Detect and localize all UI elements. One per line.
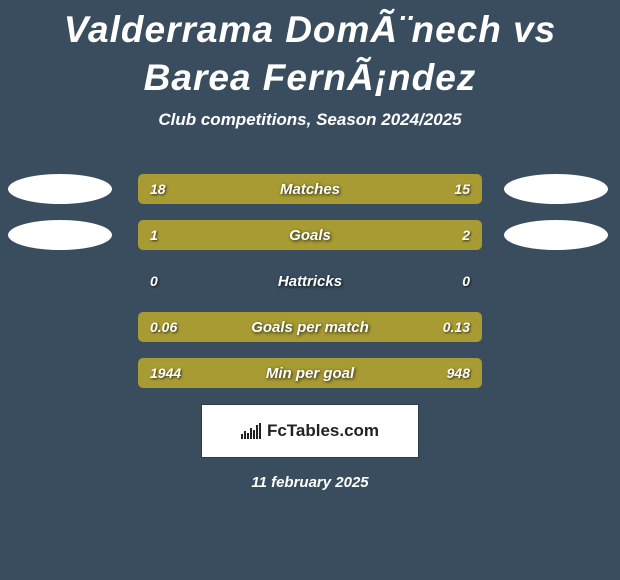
stat-label: Min per goal — [138, 358, 482, 388]
stat-label: Hattricks — [138, 266, 482, 296]
stat-bar: 12Goals — [138, 220, 482, 250]
player-avatar-left — [8, 174, 112, 204]
player-avatar-left — [8, 220, 112, 250]
page-title: Valderrama DomÃ¨nech vs Barea FernÃ¡ndez — [0, 6, 620, 110]
bar-chart-icon — [241, 423, 261, 439]
date-label: 11 february 2025 — [0, 474, 620, 491]
stat-bar: 1944948Min per goal — [138, 358, 482, 388]
stats-list: 1815Matches 12Goals 00Hattricks 0.060.13Goa… — [0, 174, 620, 388]
stat-label: Goals — [138, 220, 482, 250]
stat-row: 1815Matches — [0, 174, 620, 204]
stat-row: 0.060.13Goals per match — [0, 312, 620, 342]
comparison-container: Valderrama DomÃ¨nech vs Barea FernÃ¡ndez… — [0, 0, 620, 491]
player-avatar-right — [504, 220, 608, 250]
stat-bar: 00Hattricks — [138, 266, 482, 296]
stat-row: 1944948Min per goal — [0, 358, 620, 388]
stat-row: 12Goals — [0, 220, 620, 250]
player-avatar-right — [504, 174, 608, 204]
stat-bar: 0.060.13Goals per match — [138, 312, 482, 342]
logo-text: FcTables.com — [267, 421, 379, 441]
logo-box[interactable]: FcTables.com — [201, 404, 419, 458]
stat-row: 00Hattricks — [0, 266, 620, 296]
stat-label: Goals per match — [138, 312, 482, 342]
stat-label: Matches — [138, 174, 482, 204]
subtitle: Club competitions, Season 2024/2025 — [0, 110, 620, 130]
stat-bar: 1815Matches — [138, 174, 482, 204]
